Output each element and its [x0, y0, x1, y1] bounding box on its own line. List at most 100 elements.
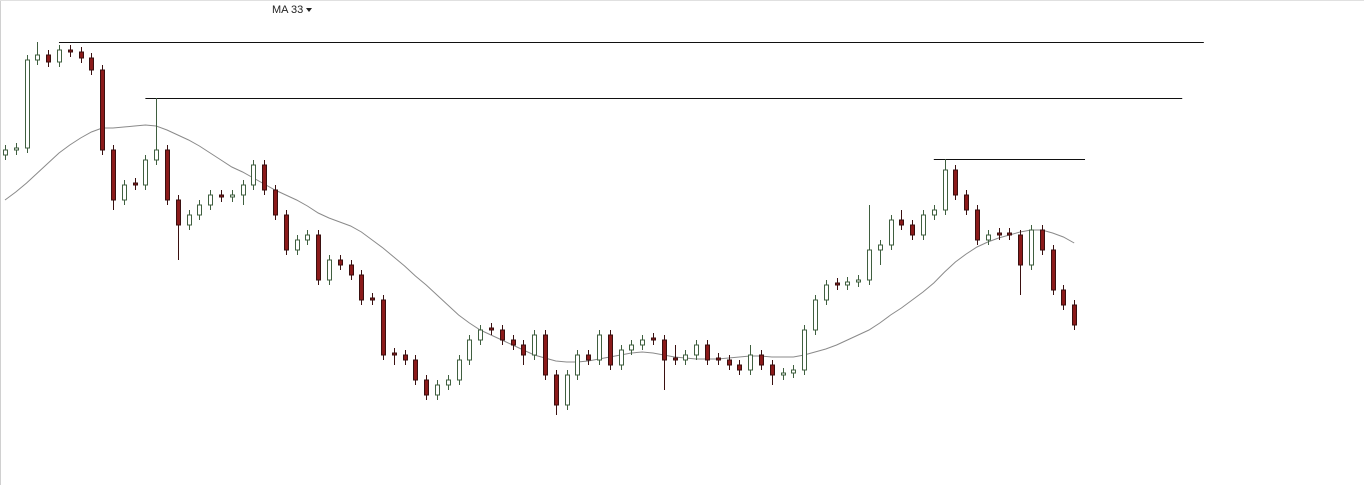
candle-body [1072, 304, 1077, 326]
candle-body [413, 359, 418, 381]
candle-body [1040, 229, 1045, 251]
candle-body [640, 339, 645, 346]
candle-body [435, 384, 440, 396]
candle-body [770, 364, 775, 376]
candle-body [457, 359, 462, 381]
indicator-menu[interactable]: MA 33 [272, 4, 312, 16]
candle-body [899, 219, 904, 226]
candle-body [403, 354, 408, 361]
candle-body [143, 159, 148, 186]
candle-body [1051, 249, 1056, 291]
candle-body [737, 364, 742, 371]
candle-body [305, 234, 310, 241]
candle-body [79, 51, 84, 59]
candle-body [759, 354, 764, 366]
candle-body [3, 149, 8, 156]
candle-body [46, 54, 51, 63]
candle-body [370, 297, 375, 301]
candle-body [1018, 234, 1023, 266]
candle-body [467, 339, 472, 361]
candle-body [89, 57, 94, 71]
candle-body [208, 194, 213, 206]
candle-body [511, 339, 516, 346]
candle-body [478, 329, 483, 341]
candle-body [748, 354, 753, 371]
candle-body [964, 194, 969, 211]
candle-body [154, 149, 159, 161]
candle-body [565, 374, 570, 406]
candle-body [295, 239, 300, 251]
candle-body [197, 204, 202, 216]
candle-body [943, 169, 948, 211]
candle-body [921, 214, 926, 236]
candle-body [835, 282, 840, 286]
candle-body [694, 344, 699, 356]
candle-body [219, 194, 224, 198]
candle-body [111, 149, 116, 201]
candle-body [316, 234, 321, 281]
candle-body [856, 279, 861, 283]
candle-body [392, 352, 397, 356]
candle-body [791, 369, 796, 374]
candle-body [727, 359, 732, 366]
candle-body [241, 184, 246, 196]
candle-body [230, 194, 235, 198]
ma-line [4, 124, 1075, 363]
candle-body [1061, 289, 1066, 306]
candle-body [802, 329, 807, 371]
candle-body [14, 147, 19, 151]
candle-body [262, 164, 267, 191]
candle-body [251, 164, 256, 186]
candle-body [824, 284, 829, 301]
candle-body [1029, 229, 1034, 266]
candle-body [273, 189, 278, 216]
candle-body [424, 379, 429, 396]
candle-body [651, 337, 656, 341]
candle-body [619, 349, 624, 366]
candle-body [349, 264, 354, 276]
candle-body [359, 274, 364, 301]
candle-body [187, 214, 192, 226]
candle-body [986, 234, 991, 241]
candle-body [284, 214, 289, 251]
candle-body [25, 59, 30, 149]
candle-body [910, 224, 915, 236]
candle-body [867, 249, 872, 281]
candle-body [575, 354, 580, 376]
candle-body [975, 209, 980, 241]
candle-body [543, 334, 548, 376]
candle-body [629, 344, 634, 351]
candle-body [673, 357, 678, 361]
candle-body [932, 209, 937, 216]
candle-body [521, 344, 526, 356]
candle-body [176, 199, 181, 226]
candle-body [338, 259, 343, 266]
candle-body [889, 219, 894, 246]
candle-body [597, 334, 602, 361]
candle-body [997, 232, 1002, 236]
candle-body [608, 334, 613, 366]
candle-body [57, 49, 62, 63]
candle-body [489, 327, 494, 331]
candle-body [813, 299, 818, 331]
candle-body [781, 372, 786, 376]
candle-body [100, 69, 105, 151]
candle-body [953, 169, 958, 196]
candle-body [586, 354, 591, 361]
candle-body [662, 339, 667, 361]
candle-body [35, 54, 40, 61]
candle-body [122, 184, 127, 201]
candle-body [133, 182, 138, 186]
candle-body [878, 244, 883, 251]
candle-body [165, 149, 170, 201]
dropdown-caret[interactable] [306, 8, 312, 12]
candle-body [532, 334, 537, 356]
candle-body [705, 344, 710, 361]
indicator-label[interactable]: MA 33 [272, 4, 303, 16]
candle-body [716, 357, 721, 361]
candle-body [554, 374, 559, 406]
candle-body [446, 379, 451, 386]
candle-body [500, 329, 505, 341]
